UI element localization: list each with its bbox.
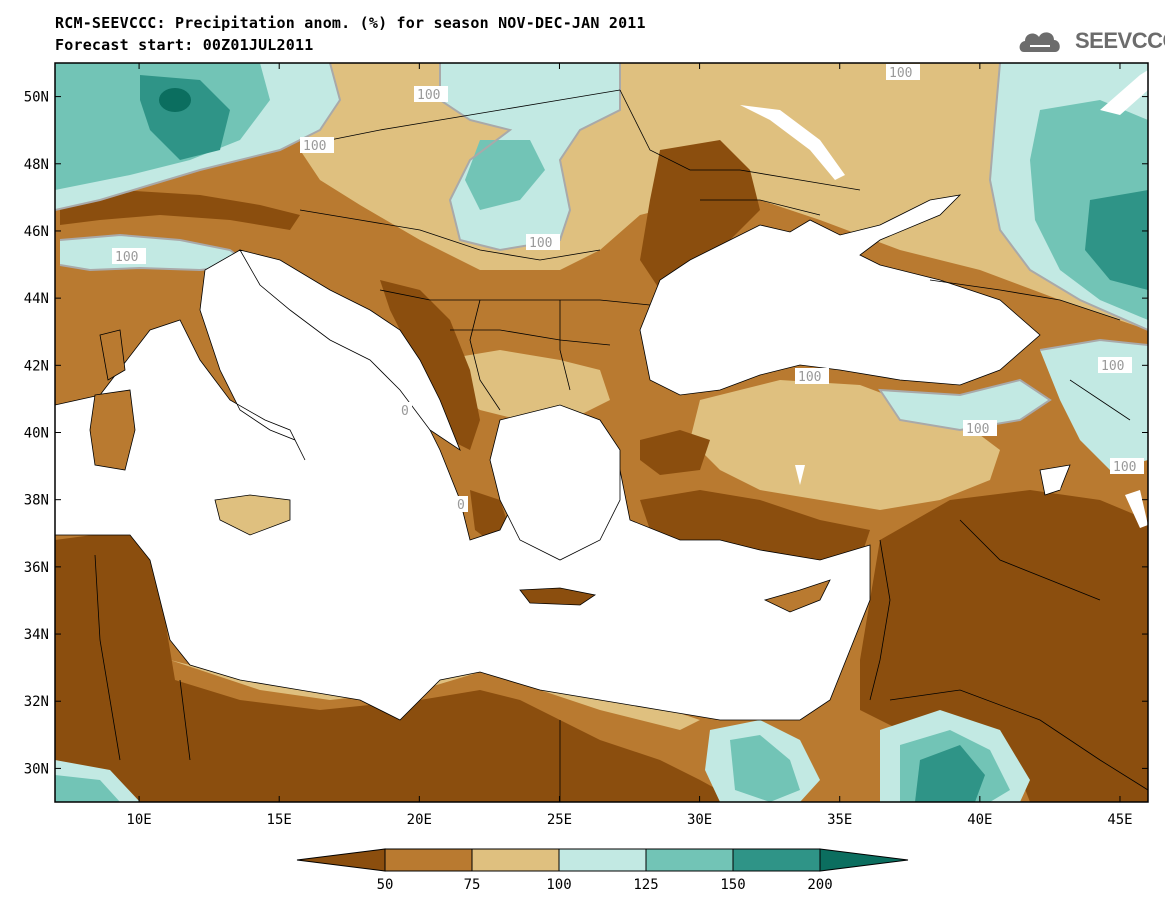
y-tick-label: 44N bbox=[24, 291, 49, 307]
colorbar-label: 50 bbox=[377, 877, 394, 893]
field-below-50-balkans bbox=[380, 280, 480, 450]
y-tick-label: 50N bbox=[24, 90, 49, 106]
x-tick-label: 15E bbox=[267, 812, 292, 828]
x-tick-label: 45E bbox=[1107, 812, 1132, 828]
corsica bbox=[99, 329, 126, 381]
field-75-100-balkans bbox=[440, 350, 610, 420]
colorbar-arrow-high bbox=[819, 848, 909, 872]
y-tick-label: 36N bbox=[24, 560, 49, 576]
x-axis: 10E 15E 20E 25E 30E 35E 40E 45E bbox=[126, 63, 1133, 828]
colorbar-label: 200 bbox=[807, 877, 832, 893]
field-125-150-central bbox=[465, 140, 545, 210]
colorbar-swatch bbox=[645, 848, 734, 872]
x-tick-label: 20E bbox=[407, 812, 432, 828]
field-above-200-northwest bbox=[159, 88, 191, 112]
missing-data bbox=[740, 70, 1148, 528]
contour-label: 0 bbox=[457, 498, 465, 513]
contour-label: 100 bbox=[417, 88, 440, 103]
map-title: RCM-SEEVCCC: Precipitation anom. (%) for… bbox=[55, 14, 646, 32]
field-150-200-arabia bbox=[915, 745, 985, 802]
colorbar-swatch bbox=[558, 848, 647, 872]
y-tick-label: 34N bbox=[24, 627, 49, 643]
y-tick-label: 48N bbox=[24, 157, 49, 173]
y-tick-label: 30N bbox=[24, 761, 49, 777]
forecast-start-label: Forecast start: 00Z01JUL2011 bbox=[55, 36, 314, 54]
contour-label: 0 bbox=[401, 404, 409, 419]
contour-label: 100 bbox=[966, 422, 989, 437]
field-100-125-blacksea-south bbox=[880, 380, 1050, 430]
field-125-150-sinai bbox=[730, 735, 800, 802]
contour-label: 100 bbox=[798, 370, 821, 385]
islands bbox=[89, 329, 831, 613]
contour-labels: 100 100 100 100 100 100 100 100 100 0 0 bbox=[112, 64, 1144, 513]
cloud-logo-icon bbox=[1019, 32, 1060, 52]
x-tick-label: 30E bbox=[687, 812, 712, 828]
x-tick-label: 35E bbox=[827, 812, 852, 828]
sicily bbox=[214, 494, 291, 536]
contour-label: 100 bbox=[529, 236, 552, 251]
aegean-sea bbox=[489, 404, 621, 561]
field-below-50-africa bbox=[55, 530, 740, 802]
contour-label: 100 bbox=[1113, 460, 1136, 475]
colorbar-label: 125 bbox=[633, 877, 658, 893]
y-axis: 50N 48N 46N 44N 42N 40N 38N 36N 34N 32N 30N bbox=[24, 90, 1148, 777]
colorbar-arrow-low bbox=[296, 848, 386, 872]
sardinia bbox=[89, 389, 136, 471]
colorbar-label: 75 bbox=[464, 877, 481, 893]
field-below-50-turkey-west bbox=[640, 430, 710, 475]
colorbar-swatch bbox=[471, 848, 560, 872]
contour-label: 100 bbox=[303, 139, 326, 154]
sea-areas bbox=[55, 194, 1071, 721]
y-tick-label: 38N bbox=[24, 493, 49, 509]
x-tick-label: 25E bbox=[547, 812, 572, 828]
contour-label: 100 bbox=[1101, 359, 1124, 374]
crete bbox=[519, 587, 597, 606]
colorbar-swatch bbox=[384, 848, 473, 872]
y-tick-label: 42N bbox=[24, 358, 49, 374]
adriatic-sea bbox=[239, 249, 461, 452]
x-tick-label: 10E bbox=[126, 812, 151, 828]
y-tick-label: 40N bbox=[24, 426, 49, 442]
colorbar: 50 75 100 125 150 200 bbox=[296, 848, 909, 893]
logo-text: SEEVCCC bbox=[1075, 28, 1165, 53]
colorbar-label: 100 bbox=[546, 877, 571, 893]
field-150-200-east bbox=[1085, 190, 1148, 290]
cyprus bbox=[763, 579, 831, 613]
contour-label: 100 bbox=[115, 250, 138, 265]
x-tick-label: 40E bbox=[967, 812, 992, 828]
field-below-50-ukraine bbox=[640, 140, 760, 290]
field-below-50-alps bbox=[60, 190, 300, 230]
field-100-125-alps bbox=[60, 235, 250, 270]
black-sea bbox=[639, 194, 1041, 396]
borders bbox=[94, 89, 1148, 802]
y-tick-label: 32N bbox=[24, 694, 49, 710]
field-125-150-sw-africa bbox=[55, 775, 120, 802]
contour-label: 100 bbox=[889, 66, 912, 81]
colorbar-label: 150 bbox=[720, 877, 745, 893]
colorbar-swatch bbox=[732, 848, 821, 872]
map-field: 100 100 100 100 100 100 100 100 100 0 0 bbox=[55, 63, 1148, 802]
y-tick-label: 46N bbox=[24, 224, 49, 240]
